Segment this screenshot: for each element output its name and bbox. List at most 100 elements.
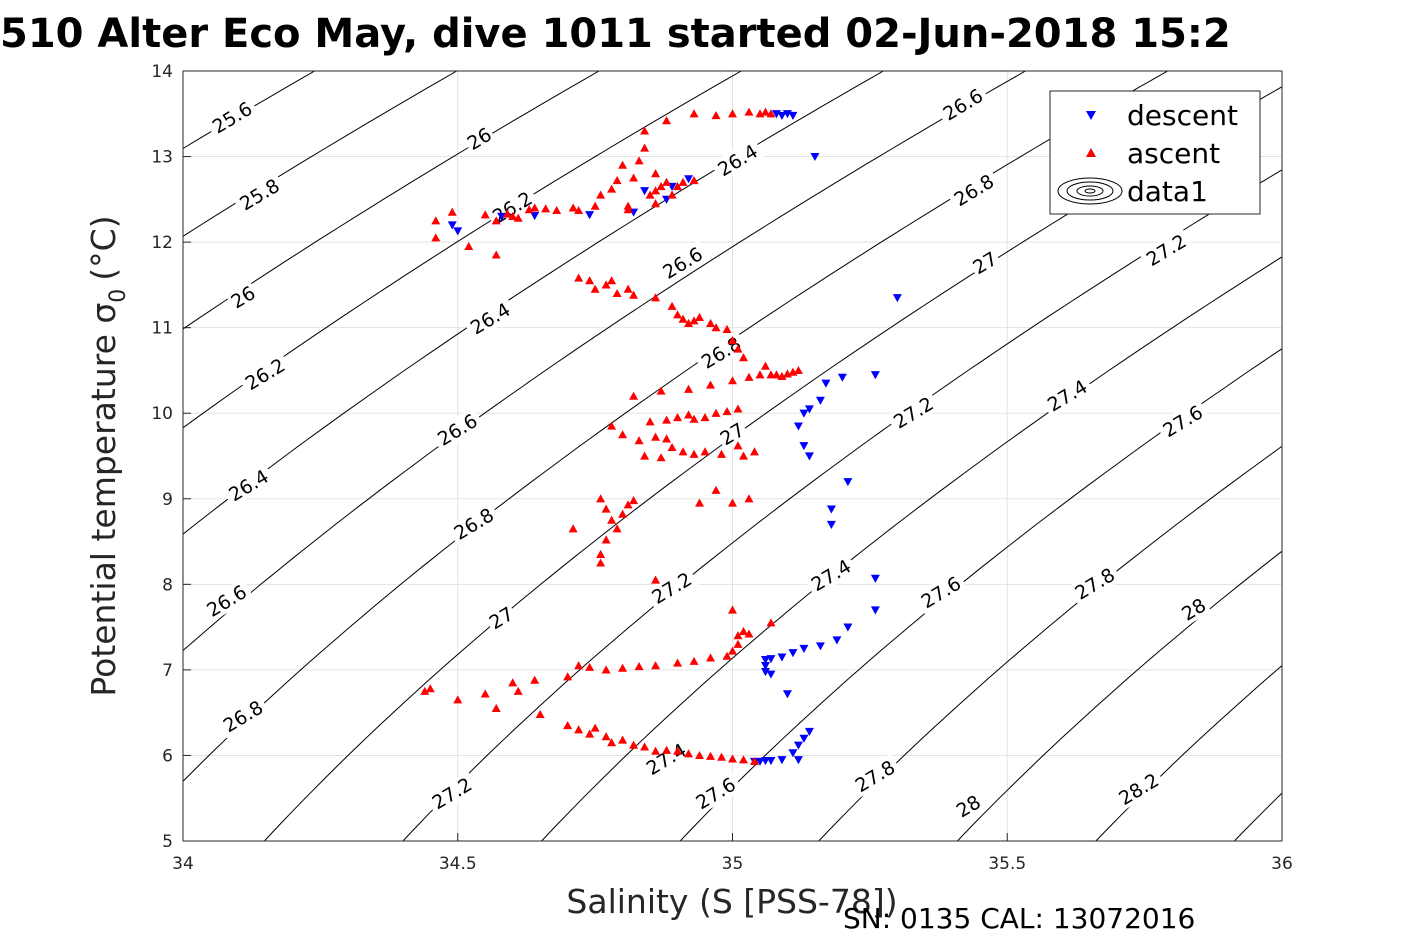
descent-point [799, 644, 809, 653]
legend: descent ascent data1 [1049, 90, 1261, 215]
ascent-point [651, 746, 661, 755]
contour-label-bg [215, 693, 270, 739]
descent-point [788, 111, 798, 120]
legend-descent-marker [1086, 111, 1096, 120]
y-tick-label: 12 [151, 233, 173, 253]
ascent-point [678, 447, 688, 456]
ascent-point [684, 410, 694, 419]
ascent-point [760, 361, 770, 370]
ascent-point [689, 109, 699, 118]
ascent-point [749, 756, 759, 766]
contour-label-bg [199, 578, 254, 623]
ascent-point [656, 453, 666, 462]
ascent-point [453, 695, 463, 704]
descent-point [804, 405, 814, 414]
descent-point [782, 690, 792, 699]
y-axis-label-main: Potential temperature σ [84, 303, 123, 697]
ascent-point [744, 107, 754, 116]
descent-point [837, 373, 847, 382]
contour-label-bg [483, 601, 519, 635]
ascent-point [552, 205, 562, 215]
ascent-point [596, 190, 606, 199]
ascent-point [695, 750, 705, 760]
ascent-point [629, 391, 639, 400]
descent-point [870, 371, 880, 380]
ascent-point [689, 449, 699, 458]
ascent-point [513, 686, 523, 695]
contour-label-bg [204, 94, 260, 140]
ascent-point [596, 558, 606, 567]
contour-label-bg [1067, 561, 1122, 606]
contour-label-bg [886, 390, 941, 435]
x-tick-label: 34.5 [439, 854, 477, 874]
ascent-point [601, 665, 611, 674]
descent-point [777, 111, 787, 120]
ascent-point [480, 210, 490, 219]
descent-point [815, 642, 825, 651]
ascent-point [651, 186, 661, 195]
ascent-point [629, 290, 639, 299]
legend-descent-label: descent [1127, 99, 1238, 132]
descent-point [447, 221, 457, 230]
descent-point [629, 208, 639, 217]
ascent-point [722, 324, 732, 333]
ascent-point [508, 678, 518, 687]
contour-label-bg [644, 565, 699, 611]
descent-point [815, 396, 825, 405]
ascent-point [673, 658, 683, 667]
ascent-point [651, 293, 661, 302]
ascent-point [678, 314, 688, 323]
ascent-point [689, 176, 699, 185]
ascent-point [684, 318, 694, 327]
contour-label-bg [1175, 592, 1212, 626]
ascent-point [541, 204, 551, 213]
ascent-point [607, 738, 617, 747]
ascent-point [722, 651, 732, 660]
ascent-point [447, 207, 457, 216]
ascent-point [629, 173, 639, 182]
ascent-point [722, 407, 732, 416]
contour-line [183, 71, 600, 330]
ascent-point [607, 421, 617, 430]
ascent-point [618, 509, 628, 518]
ascent-point [689, 316, 699, 325]
contour-label-bg [221, 462, 276, 508]
y-tick-label: 10 [151, 404, 173, 424]
y-axis-label-unit: (°C) [84, 215, 123, 280]
ascent-point [535, 709, 545, 718]
legend-data1-label: data1 [1127, 175, 1208, 208]
x-tick-label: 36 [1271, 854, 1293, 874]
contour-label-bg [688, 770, 743, 816]
ascent-point [563, 672, 573, 681]
descent-point [453, 227, 463, 236]
contour-label-bg [485, 184, 540, 230]
ascent-point [574, 725, 584, 734]
descent-point [892, 294, 902, 303]
contour-label-bg [463, 295, 518, 341]
ascent-point [700, 413, 710, 422]
ascent-point [491, 703, 501, 712]
ascent-point [662, 745, 672, 754]
ascent-point [618, 663, 628, 672]
contour-label-bg [424, 770, 479, 816]
ascent-point [717, 449, 727, 458]
contour-label-bg [237, 351, 292, 397]
contour-label-bg [913, 569, 968, 615]
ascent-point [733, 404, 743, 413]
y-tick-label: 9 [162, 490, 173, 510]
ascent-point [480, 689, 490, 698]
descent-point [788, 749, 798, 758]
ascent-point [689, 414, 699, 423]
x-axis-label: Salinity (S [PSS-78]) [566, 882, 897, 921]
ascent-point [530, 675, 540, 684]
descent-point [826, 505, 836, 514]
ascent-point [612, 176, 622, 185]
ascent-point [640, 742, 650, 751]
descent-point [530, 211, 540, 221]
legend-box [1049, 90, 1261, 215]
y-tick-label: 7 [162, 661, 173, 681]
ascent-point [662, 177, 672, 186]
ascent-point [673, 310, 683, 319]
y-tick-label: 14 [151, 62, 173, 82]
